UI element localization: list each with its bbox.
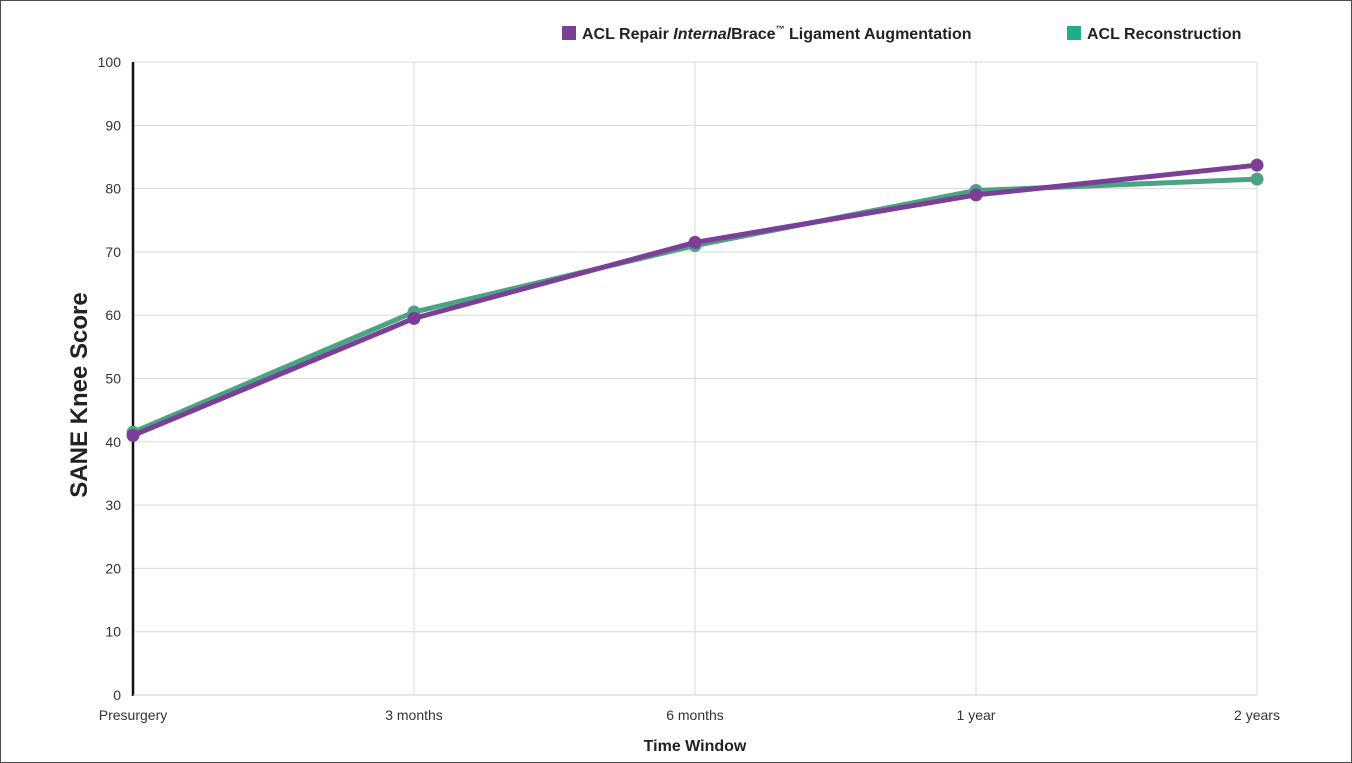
legend-swatch-acl-reconstruction [1067, 26, 1081, 40]
y-tick-label: 80 [105, 181, 121, 197]
y-tick-label: 70 [105, 244, 121, 260]
y-tick-label: 40 [105, 434, 121, 450]
gridlines [133, 61, 1258, 695]
data-point [1250, 158, 1264, 172]
y-tick-label: 90 [105, 117, 121, 133]
series-0 [126, 158, 1264, 442]
y-tick-label: 0 [113, 687, 121, 703]
data-point [126, 428, 140, 442]
y-tick-label: 60 [105, 307, 121, 323]
x-tick-label: 2 years [1234, 707, 1280, 723]
x-tick-label: 3 months [385, 707, 443, 723]
y-tick-label: 100 [98, 54, 122, 70]
data-point [1250, 172, 1264, 186]
y-axis-title: SANE Knee Score [66, 292, 93, 497]
y-tick-label: 20 [105, 560, 121, 576]
data-point [969, 188, 983, 202]
data-point [688, 235, 702, 249]
y-tick-label: 50 [105, 371, 121, 387]
data-point [407, 311, 421, 325]
x-tick-label: 1 year [957, 707, 996, 723]
x-axis-ticks: Presurgery 3 months 6 months 1 year 2 years [99, 707, 1280, 723]
y-axis-ticks: 0 10 20 30 40 50 60 70 80 90 100 [98, 54, 122, 703]
series-lines [126, 158, 1264, 442]
x-tick-label: Presurgery [99, 707, 167, 723]
axes [131, 62, 1257, 696]
y-tick-label: 30 [105, 497, 121, 513]
legend: ACL Repair InternalBrace™ Ligament Augme… [562, 24, 1241, 43]
legend-label-acl-reconstruction: ACL Reconstruction [1087, 26, 1241, 43]
y-tick-label: 10 [105, 624, 121, 640]
x-tick-label: 6 months [666, 707, 724, 723]
legend-label-acl-repair: ACL Repair InternalBrace™ Ligament Augme… [582, 24, 972, 43]
x-axis-title: Time Window [644, 738, 747, 755]
legend-swatch-acl-repair [562, 26, 576, 40]
